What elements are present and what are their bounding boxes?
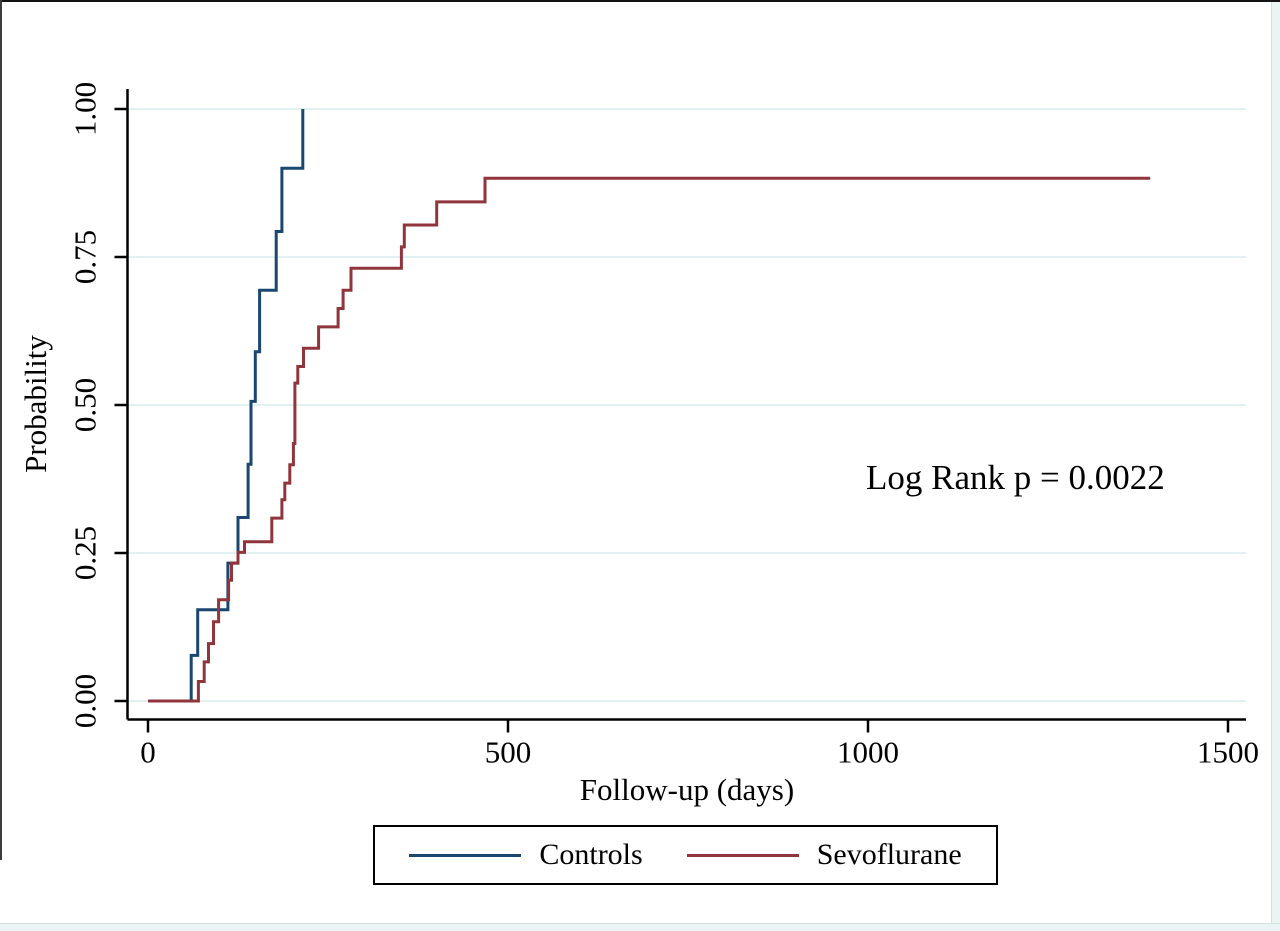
x-tick-label-1000: 1000: [837, 734, 899, 770]
controls-curve: [148, 109, 305, 703]
y-tick-label-0.50: 0.50: [67, 377, 103, 433]
y-tick-label-0.25: 0.25: [67, 525, 103, 581]
sevoflurane-curve: [148, 176, 1151, 703]
x-tick-label-500: 500: [484, 734, 532, 770]
legend-entry-controls: Controls: [409, 838, 643, 871]
figure-border-right: [1271, 0, 1280, 931]
y-tick-label-0.75: 0.75: [67, 229, 103, 285]
log-rank-annotation: Log Rank p = 0.0022: [866, 458, 1165, 497]
legend-label-controls: Controls: [539, 838, 643, 871]
figure-border-top: [0, 0, 1280, 2]
legend-box: Controls Sevoflurane: [373, 825, 998, 885]
x-tick-label-0: 0: [140, 734, 156, 770]
controls-line-swatch: [409, 853, 522, 857]
figure-border-bottom: [0, 923, 1280, 931]
legend-entry-sevoflurane: Sevoflurane: [686, 838, 962, 871]
y-axis-title: Probability: [18, 335, 53, 473]
sevoflurane-line-swatch: [686, 853, 799, 857]
x-axis-title: Follow-up (days): [579, 772, 795, 807]
figure-border-left: [0, 0, 2, 860]
y-tick-label-0.00: 0.00: [67, 673, 103, 729]
x-tick-label-1500: 1500: [1197, 734, 1259, 770]
y-tick-label-1.00: 1.00: [67, 81, 103, 137]
legend-label-sevoflurane: Sevoflurane: [816, 838, 962, 871]
